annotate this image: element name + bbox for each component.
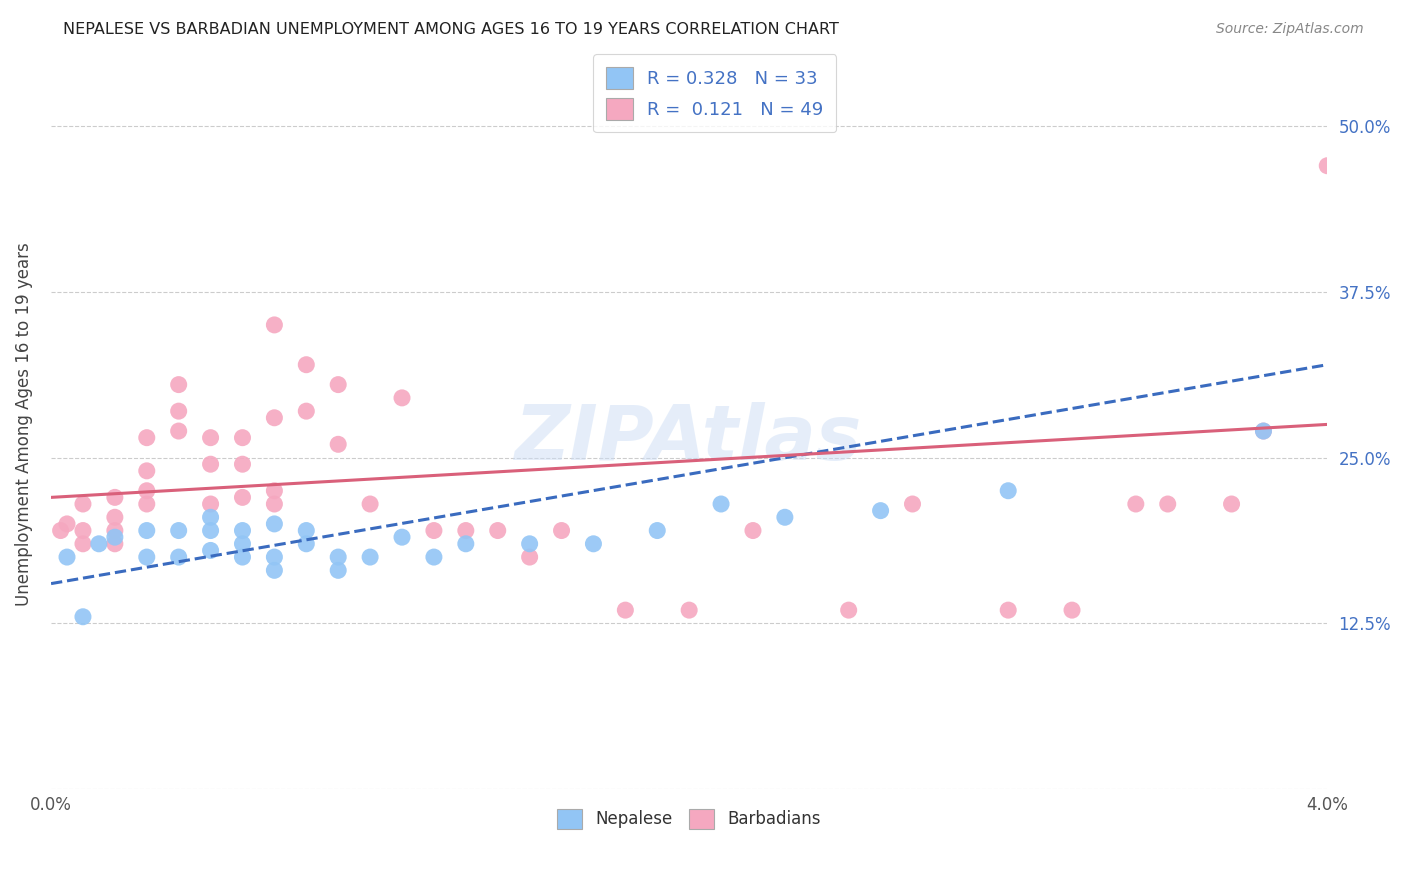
Point [167, 524, 190, 538]
Point [838, 603, 860, 617]
Point [1157, 497, 1180, 511]
Point [135, 483, 157, 498]
Point [328, 563, 350, 577]
Point [1253, 424, 1275, 438]
Point [486, 524, 509, 538]
Point [295, 537, 318, 551]
Point [454, 537, 477, 551]
Point [56, 516, 79, 531]
Point [359, 550, 381, 565]
Point [104, 510, 127, 524]
Point [328, 437, 350, 451]
Point [773, 510, 796, 524]
Point [1060, 603, 1083, 617]
Point [56, 550, 79, 565]
Point [1316, 159, 1339, 173]
Point [231, 550, 253, 565]
Point [135, 497, 157, 511]
Point [423, 550, 446, 565]
Point [263, 550, 285, 565]
Point [263, 318, 285, 332]
Legend: Nepalese, Barbadians: Nepalese, Barbadians [551, 802, 828, 836]
Point [742, 524, 765, 538]
Point [200, 543, 222, 558]
Point [614, 603, 637, 617]
Point [454, 524, 477, 538]
Point [200, 431, 222, 445]
Point [582, 537, 605, 551]
Point [391, 530, 413, 544]
Point [231, 491, 253, 505]
Point [104, 537, 127, 551]
Point [1253, 424, 1275, 438]
Point [231, 524, 253, 538]
Point [104, 530, 127, 544]
Text: ZIPAtlas: ZIPAtlas [516, 402, 863, 476]
Point [263, 516, 285, 531]
Point [104, 491, 127, 505]
Point [167, 377, 190, 392]
Point [263, 497, 285, 511]
Point [391, 391, 413, 405]
Point [263, 483, 285, 498]
Point [104, 524, 127, 538]
Point [328, 550, 350, 565]
Point [359, 497, 381, 511]
Point [901, 497, 924, 511]
Point [200, 524, 222, 538]
Point [550, 524, 572, 538]
Point [167, 404, 190, 418]
Point [645, 524, 668, 538]
Text: NEPALESE VS BARBADIAN UNEMPLOYMENT AMONG AGES 16 TO 19 YEARS CORRELATION CHART: NEPALESE VS BARBADIAN UNEMPLOYMENT AMONG… [63, 22, 839, 37]
Point [135, 464, 157, 478]
Point [295, 358, 318, 372]
Point [200, 457, 222, 471]
Point [167, 550, 190, 565]
Point [72, 497, 94, 511]
Point [678, 603, 700, 617]
Point [135, 550, 157, 565]
Y-axis label: Unemployment Among Ages 16 to 19 years: Unemployment Among Ages 16 to 19 years [15, 243, 32, 607]
Point [423, 524, 446, 538]
Point [135, 524, 157, 538]
Point [72, 537, 94, 551]
Point [49, 524, 72, 538]
Point [231, 457, 253, 471]
Point [263, 563, 285, 577]
Point [869, 503, 891, 517]
Point [519, 537, 541, 551]
Point [167, 424, 190, 438]
Point [231, 537, 253, 551]
Point [328, 377, 350, 392]
Point [997, 603, 1019, 617]
Point [997, 483, 1019, 498]
Point [87, 537, 110, 551]
Point [200, 497, 222, 511]
Point [135, 431, 157, 445]
Point [72, 609, 94, 624]
Point [1220, 497, 1243, 511]
Point [710, 497, 733, 511]
Point [200, 510, 222, 524]
Point [231, 431, 253, 445]
Point [1125, 497, 1147, 511]
Point [263, 410, 285, 425]
Point [295, 524, 318, 538]
Text: Source: ZipAtlas.com: Source: ZipAtlas.com [1216, 22, 1364, 37]
Point [519, 550, 541, 565]
Point [72, 524, 94, 538]
Point [295, 404, 318, 418]
